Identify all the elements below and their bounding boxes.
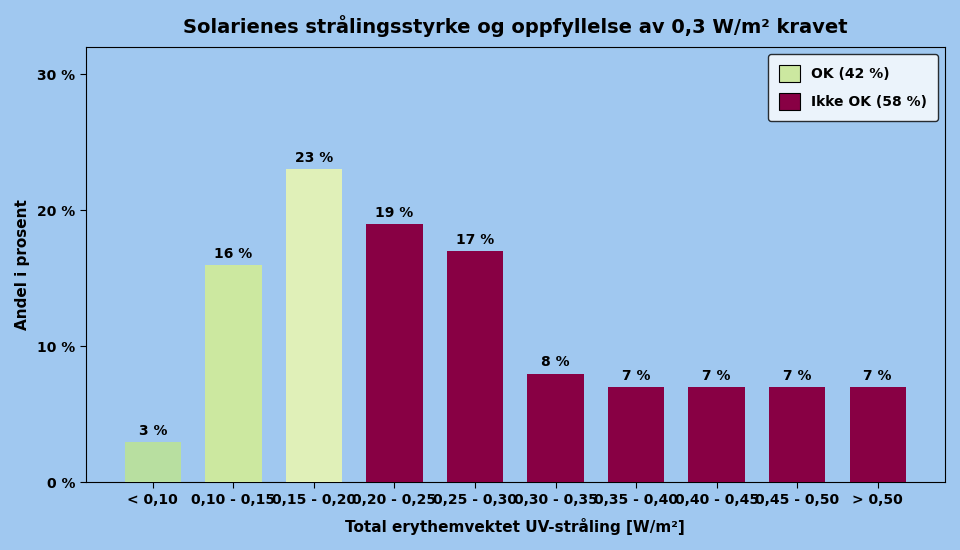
Text: 17 %: 17 % — [456, 233, 494, 247]
Bar — [446, 251, 503, 482]
Text: 7 %: 7 % — [703, 369, 731, 383]
Bar — [286, 169, 342, 482]
Text: 23 %: 23 % — [295, 151, 333, 166]
Text: 8 %: 8 % — [541, 355, 570, 370]
Text: 7 %: 7 % — [622, 369, 650, 383]
Bar — [527, 373, 584, 482]
Bar — [367, 224, 422, 482]
Legend: OK (42 %), Ikke OK (58 %): OK (42 %), Ikke OK (58 %) — [768, 54, 938, 121]
Bar — [769, 387, 826, 482]
Y-axis label: Andel i prosent: Andel i prosent — [15, 199, 30, 330]
Bar — [688, 387, 745, 482]
Text: 3 %: 3 % — [138, 424, 167, 438]
Text: 7 %: 7 % — [863, 369, 892, 383]
Text: 16 %: 16 % — [214, 246, 252, 261]
X-axis label: Total erythemvektet UV-stråling [W/m²]: Total erythemvektet UV-stråling [W/m²] — [346, 518, 685, 535]
Title: Solarienes strålingsstyrke og oppfyllelse av 0,3 W/m² kravet: Solarienes strålingsstyrke og oppfyllels… — [183, 15, 848, 37]
Bar — [608, 387, 664, 482]
Text: 7 %: 7 % — [783, 369, 811, 383]
Bar — [125, 442, 181, 482]
Text: 19 %: 19 % — [375, 206, 414, 220]
Bar — [850, 387, 906, 482]
Bar — [205, 265, 261, 482]
